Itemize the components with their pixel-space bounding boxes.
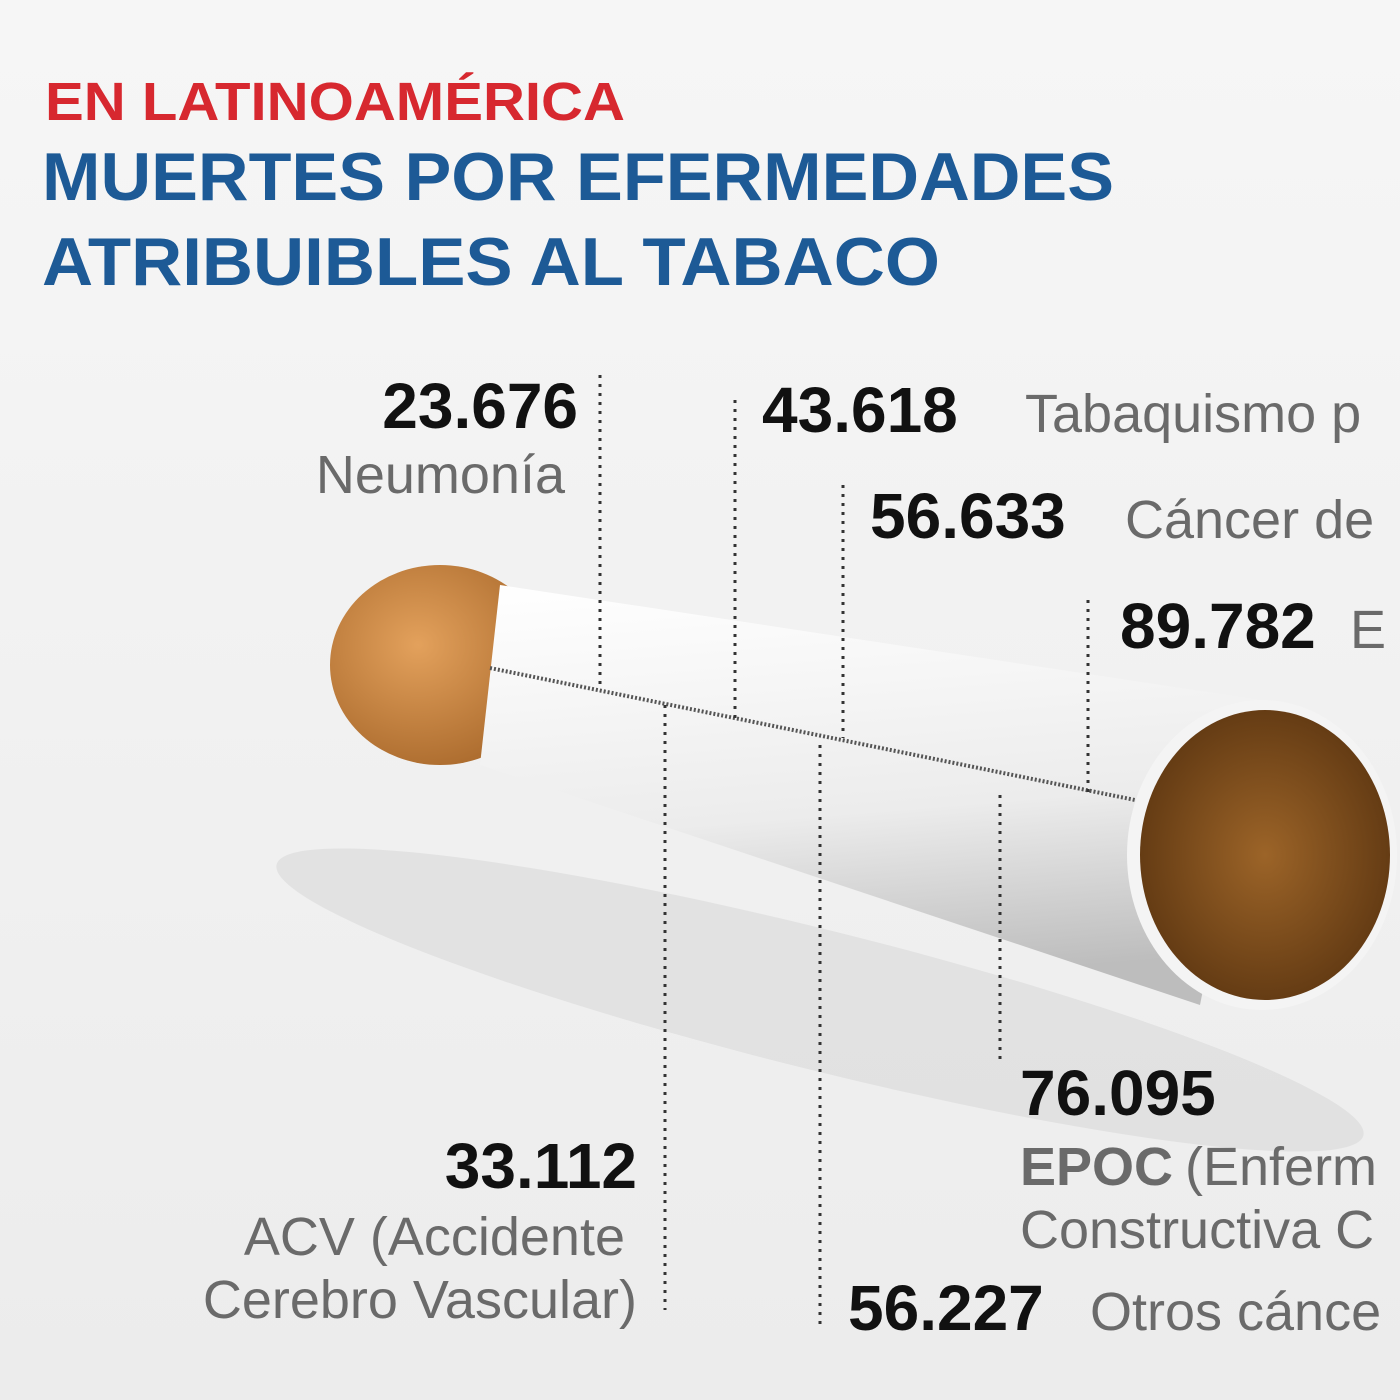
label: (Enferm: [1185, 1137, 1377, 1197]
label: Tabaquismo p: [1025, 384, 1361, 444]
value: 23.676: [382, 370, 578, 442]
title-line: MUERTES POR EFERMEDADES: [42, 139, 1114, 215]
seam: [489, 666, 1136, 802]
value: 89.782: [1120, 590, 1316, 662]
cigarette-body: [480, 585, 1260, 1005]
value: 43.618: [762, 374, 958, 446]
label: Cáncer de: [1125, 490, 1374, 550]
kicker: EN LATINOAMÉRICA: [45, 72, 625, 132]
title-line: ATRIBUIBLES AL TABACO: [42, 224, 940, 300]
value: 56.633: [870, 480, 1066, 552]
label: Constructiva C: [1020, 1200, 1374, 1260]
value: 33.112: [445, 1130, 637, 1202]
tobacco: [1140, 710, 1390, 1000]
label: Otros cánce: [1090, 1282, 1381, 1342]
label-bold: EPOC: [1020, 1137, 1173, 1197]
value: 76.095: [1020, 1057, 1216, 1129]
label: ACV (Accidente: [244, 1207, 625, 1267]
label: Cerebro Vascular): [203, 1270, 637, 1330]
value: 56.227: [848, 1272, 1044, 1344]
label: Neumonía: [316, 445, 566, 505]
label: E: [1350, 600, 1386, 660]
